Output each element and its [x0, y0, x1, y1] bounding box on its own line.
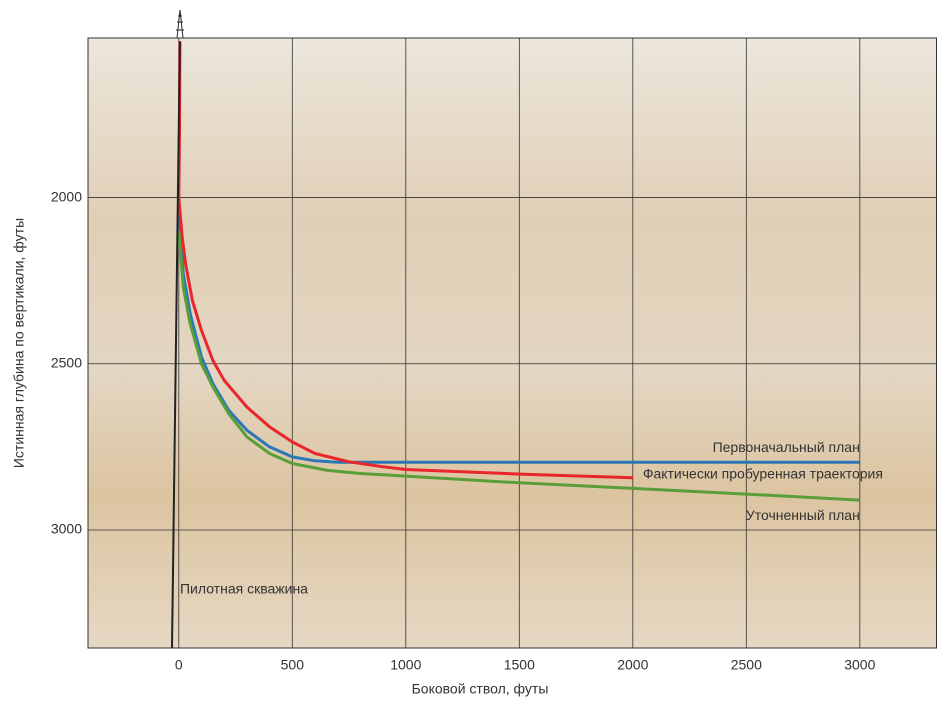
series-line	[177, 41, 633, 480]
x-tick-label: 1000	[390, 657, 421, 673]
series-line	[177, 214, 860, 464]
x-tick-label: 0	[175, 657, 183, 673]
y-tick-label: 2500	[51, 354, 82, 370]
x-tick-label: 2500	[731, 657, 762, 673]
series-line	[177, 230, 860, 502]
series-label: Пилотная скважина	[180, 581, 308, 597]
x-axis-label: Боковой ствол, футы	[412, 681, 549, 697]
x-tick-label: 3000	[844, 657, 875, 673]
y-axis-label: Истинная глубина по вертикали, футы	[11, 218, 27, 468]
plot-background	[88, 38, 937, 648]
x-tick-label: 1500	[504, 657, 535, 673]
series-label: Фактически пробуренная траектория	[643, 466, 883, 482]
series-line	[171, 41, 181, 649]
y-tick-label: 2000	[51, 188, 82, 204]
y-tick-label: 3000	[51, 521, 82, 537]
x-tick-label: 2000	[617, 657, 648, 673]
x-tick-label: 500	[281, 657, 305, 673]
series-label: Уточненный план	[746, 507, 860, 523]
series-label: Первоначальный план	[713, 439, 860, 455]
derrick	[174, 9, 186, 39]
